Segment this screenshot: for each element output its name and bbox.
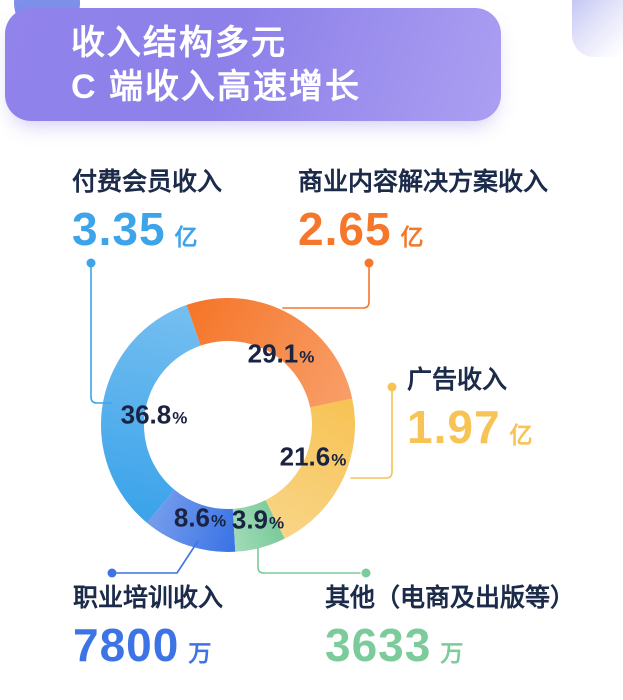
callout-value-number: 3633 [325, 619, 432, 671]
callout-value: 1.97 亿 [407, 404, 533, 450]
callout-vocational-training: 职业培训收入 7800 万 [73, 584, 223, 668]
connector-line-vocational-training [116, 540, 199, 574]
percent-sign: % [269, 513, 285, 533]
callout-label: 商业内容解决方案收入 [298, 168, 549, 196]
callout-label: 其他（电商及出版等） [325, 584, 576, 612]
callout-others-ecommerce-publishing: 其他（电商及出版等） 3633 万 [325, 584, 575, 668]
percent-label-vocational-training: 8.6% [174, 503, 226, 534]
callout-value: 3633 万 [325, 622, 575, 668]
connector-line-paid-membership [90, 266, 112, 404]
percent-label-advertising: 21.6% [280, 442, 347, 473]
callout-value-number: 1.97 [407, 401, 501, 453]
connector-dot-advertising [387, 382, 397, 392]
callout-value: 7800 万 [73, 622, 223, 668]
percent-value: 29.1 [247, 338, 299, 369]
percent-label-paid-membership: 36.8% [121, 400, 188, 431]
page-title-line1: 收入结构多元 [71, 23, 287, 62]
connector-dot-others-ecommerce-publishing [361, 568, 371, 578]
percent-sign: % [299, 347, 315, 367]
callout-value: 3.35 亿 [72, 206, 222, 252]
percent-value: 21.6 [279, 441, 331, 472]
connector-dot-paid-membership [86, 258, 96, 268]
percent-value: 8.6 [173, 502, 211, 533]
connector-dot-commercial-content-solutions [364, 258, 374, 268]
connector-dot-vocational-training [107, 568, 117, 578]
callout-label: 广告收入 [407, 366, 508, 394]
header-banner: 收入结构多元 C 端收入高速增长 [5, 8, 501, 121]
percent-sign: % [172, 408, 188, 428]
callout-value-unit: 亿 [509, 422, 533, 448]
callout-value-number: 3.35 [72, 203, 166, 255]
top-right-accent-shape [572, 0, 623, 57]
percent-sign: % [331, 450, 347, 470]
connector-line-advertising [350, 390, 393, 479]
callout-value: 2.65 亿 [298, 206, 548, 252]
callout-label: 付费会员收入 [72, 168, 223, 196]
callout-value-unit: 万 [440, 640, 464, 666]
callout-paid-membership: 付费会员收入 3.35 亿 [72, 168, 222, 252]
percent-label-others-ecommerce-publishing: 3.9% [232, 505, 284, 536]
percent-value: 36.8 [120, 399, 172, 430]
callout-value-number: 7800 [73, 619, 180, 671]
percent-sign: % [211, 511, 227, 531]
callout-value-number: 2.65 [298, 203, 392, 255]
connector-line-commercial-content-solutions [282, 266, 370, 309]
callout-value-unit: 亿 [400, 224, 424, 250]
callout-value-unit: 亿 [174, 224, 198, 250]
callout-advertising: 广告收入 1.97 亿 [407, 366, 533, 450]
callout-value-unit: 万 [188, 640, 212, 666]
page-title-line2: C 端收入高速增长 [71, 67, 361, 106]
percent-value: 3.9 [231, 504, 269, 535]
callout-commercial-content-solutions: 商业内容解决方案收入 2.65 亿 [298, 168, 548, 252]
percent-label-commercial-content-solutions: 29.1% [248, 339, 315, 370]
connector-line-others-ecommerce-publishing [257, 547, 361, 574]
callout-label: 职业培训收入 [73, 584, 224, 612]
